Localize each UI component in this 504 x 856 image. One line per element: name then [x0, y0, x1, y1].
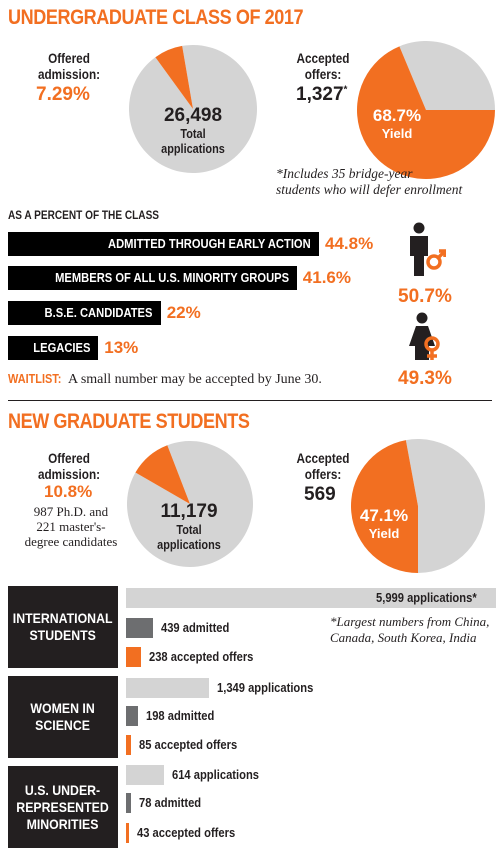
male-icon: [410, 222, 446, 276]
group-2-label-applications: 1,349 applications: [217, 680, 314, 695]
female-pct: 49.3%: [398, 368, 452, 389]
percent-bar-2: MEMBERS OF ALL U.S. MINORITY GROUPS: [8, 266, 297, 290]
gr-total: 11,179 Total applications: [148, 501, 230, 553]
percent-bar-value-2: 41.6%: [302, 268, 351, 287]
percent-bar-1: ADMITTED THROUGH EARLY ACTION: [8, 232, 319, 256]
gr-offered-note: 987 Ph.D. and 221 master's- degree candi…: [24, 504, 118, 549]
group-box-3: U.S. UNDER- REPRESENTED MINORITIES: [8, 766, 118, 848]
ug-accepted-label: Accepted offers:: [296, 50, 350, 82]
gr-offered-pie: [126, 441, 254, 567]
gr-yield-pct: 47.1%: [359, 506, 409, 525]
group-3-bar-applications: [126, 765, 164, 785]
ug-offered-pie: [129, 45, 257, 173]
group-1-label-applications: 5,999 applications*: [376, 590, 477, 605]
percent-bar-value-1: 44.8%: [325, 234, 374, 253]
male-pct: 50.7%: [398, 286, 452, 307]
group-box-2: WOMEN IN SCIENCE: [8, 676, 118, 758]
gr-yield-pie-slice: [351, 440, 418, 573]
group-2-label-admitted: 198 admitted: [146, 708, 215, 723]
ug-offered-pie-rest: [129, 45, 257, 173]
group-2-bar-admitted: [126, 706, 139, 726]
gr-yield: 47.1% Yield: [356, 506, 412, 542]
group-2-bar-applications: [126, 678, 210, 698]
ug-yield-label: Yield: [381, 126, 413, 141]
group-2-bar-accepted: [126, 735, 132, 755]
group-3-label-applications: 614 applications: [171, 767, 259, 782]
ug-yield-pie-rest: [399, 41, 495, 110]
female-icon: [409, 312, 440, 360]
gr-total-value: 11,179: [160, 501, 218, 522]
group-1-bar-admitted: [126, 618, 154, 638]
group-1-label-accepted: 238 accepted offers: [148, 649, 254, 664]
gr-offered-pct: 10.8%: [44, 482, 93, 501]
section-divider: [8, 400, 492, 401]
gr-yield-label: Yield: [368, 526, 400, 541]
ug-yield-pie-slice: [357, 46, 495, 179]
percent-bar-3: B.S.E. CANDIDATES: [8, 301, 161, 325]
group-3-label-accepted: 43 accepted offers: [137, 825, 236, 840]
percent-heading: AS A PERCENT OF THE CLASS: [8, 208, 160, 222]
gr-accepted-value: 569: [304, 484, 336, 505]
gr-yield-pie: [351, 439, 486, 573]
group-1-bar-accepted: [126, 647, 141, 667]
ug-yield-pct: 68.7%: [372, 106, 422, 125]
ug-footnote: *Includes 35 bridge-year students who wi…: [276, 166, 463, 197]
gr-accepted-label: Accepted offers:: [296, 450, 350, 482]
ug-yield: 68.7% Yield: [362, 106, 432, 142]
gr-yield-pie-rest: [405, 439, 486, 573]
group-3-bar-accepted: [126, 823, 129, 843]
graduate-title: NEW GRADUATE STUDENTS: [8, 410, 250, 433]
undergrad-title: UNDERGRADUATE CLASS OF 2017: [8, 6, 304, 29]
percent-bar-value-4: 13%: [104, 338, 139, 357]
ug-yield-pie: [357, 41, 495, 179]
group-3-bar-admitted: [126, 793, 131, 813]
waitlist: WAITLIST: A small number may be accepted …: [8, 371, 322, 387]
ug-offered-pie-slice: [155, 45, 193, 109]
gr-offered-label: Offered admission:: [37, 450, 101, 482]
group-3-label-admitted: 78 admitted: [138, 795, 201, 810]
group-box-1: INTERNATIONAL STUDENTS: [8, 586, 118, 668]
ug-total-value: 26,498: [163, 105, 223, 126]
percent-bar-value-3: 22%: [166, 303, 201, 322]
ug-total: 26,498 Total applications: [152, 105, 234, 157]
gr-offered-pie-slice: [135, 445, 190, 504]
ug-offered-pct: 7.29%: [36, 84, 90, 105]
group-1-label-admitted: 439 admitted: [161, 620, 230, 635]
group-2-label-accepted: 85 accepted offers: [139, 737, 238, 752]
ug-accepted-value: 1,327*: [296, 84, 348, 105]
percent-bar-4: LEGACIES: [8, 336, 99, 360]
ug-offered-label: Offered admission:: [37, 50, 101, 82]
intl-footnote: *Largest numbers from China, Canada, Sou…: [330, 614, 490, 645]
group-1-bar-applications: [126, 588, 496, 608]
